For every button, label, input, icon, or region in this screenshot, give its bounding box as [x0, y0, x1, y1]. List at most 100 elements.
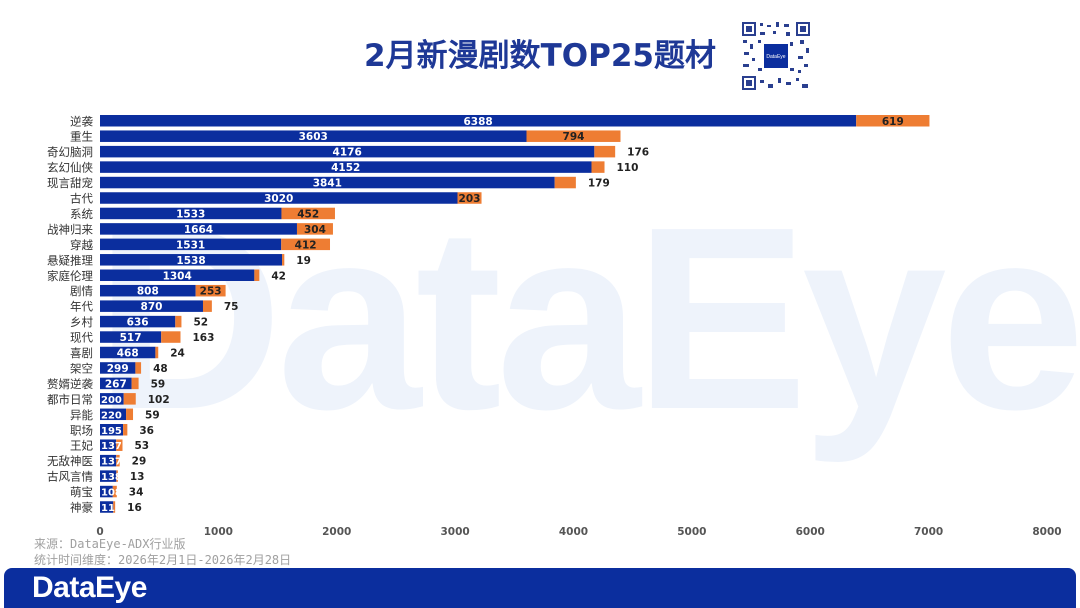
category-label: 奇幻脑洞 [47, 145, 93, 159]
data-label-series-1: 267 [105, 378, 127, 390]
bar-series-1 [100, 192, 458, 204]
bar-series-2 [202, 300, 212, 312]
data-label-series-1: 468 [117, 348, 139, 360]
bar-series-1 [100, 424, 124, 436]
data-label-series-1: 808 [137, 286, 159, 298]
bar-series-2 [856, 115, 930, 127]
bar-series-1 [100, 238, 282, 251]
data-label-series-2: 29 [132, 456, 147, 468]
footer-bar: DataEye [4, 568, 1076, 608]
bar-series-2 [126, 408, 134, 421]
data-label-series-2: 102 [148, 394, 170, 406]
source-note: 来源：DataEye-ADX行业版 统计时间维度：2026年2月1日-2026年… [34, 536, 291, 568]
data-label-series-1: 517 [120, 332, 142, 344]
data-label-series-1: 220 [101, 410, 122, 421]
data-label-series-1: 1304 [163, 270, 192, 282]
category-label: 古风言情 [47, 470, 93, 484]
data-label-series-1: 1664 [184, 224, 213, 236]
category-label: 悬疑推理 [47, 253, 93, 267]
bar-series-2 [131, 377, 139, 390]
data-label-series-1: 112 [101, 503, 122, 514]
bar-series-1 [100, 176, 555, 189]
bar-series-1 [100, 346, 156, 359]
data-label-series-1: 108 [101, 488, 122, 499]
bar-series-2 [113, 501, 116, 513]
data-label-series-2: 59 [145, 409, 160, 421]
bar-series-1 [100, 454, 117, 467]
category-label: 乡村 [70, 315, 93, 329]
category-label: 穿越 [70, 238, 93, 252]
data-label-series-1: 636 [127, 317, 149, 329]
x-tick-label: 3000 [441, 526, 470, 538]
bar-series-1 [100, 377, 132, 390]
data-label-series-2: 412 [295, 239, 317, 251]
bar-series-1 [100, 470, 117, 482]
data-label-series-1: 299 [107, 363, 129, 375]
bar-series-2 [296, 223, 333, 235]
bar-series-1 [100, 269, 255, 281]
data-label-series-2: 34 [129, 487, 144, 499]
data-label-series-2: 19 [296, 255, 311, 267]
category-label: 现言甜宠 [47, 176, 93, 190]
x-tick-label: 5000 [677, 526, 706, 538]
category-label: 年代 [70, 300, 93, 314]
bar-series-1 [100, 130, 527, 142]
data-label-series-2: 36 [139, 425, 154, 437]
bar-series-2 [282, 254, 285, 266]
bar-series-1 [100, 161, 592, 173]
bar-series-2 [116, 439, 123, 451]
stacked-bar-chart: 6388 619 3603 794 4176 176 4152 110 3841 179 3020 2… [47, 114, 1062, 538]
category-label: 王妃 [70, 439, 93, 453]
bar-series-2 [135, 362, 142, 374]
data-label-series-2: 179 [588, 178, 610, 190]
category-label: 异能 [70, 408, 93, 422]
bar-series-2 [116, 470, 118, 482]
bar-series-2 [457, 192, 482, 204]
data-label-series-1: 137 [101, 457, 122, 468]
data-label-series-1: 4176 [333, 147, 362, 159]
bar-series-1 [100, 300, 203, 312]
category-label: 逆袭 [70, 114, 93, 128]
bar-series-1 [100, 223, 297, 235]
data-label-series-1: 4152 [331, 162, 360, 174]
bar-series-2 [116, 454, 120, 467]
bar-series-1 [100, 331, 162, 343]
data-label-series-1: 6388 [463, 116, 492, 128]
bar-series-2 [594, 145, 616, 158]
category-label: 现代 [70, 331, 93, 345]
x-tick-label: 8000 [1032, 526, 1061, 538]
data-label-series-2: 110 [617, 162, 639, 174]
data-label-series-2: 794 [563, 131, 585, 143]
bar-series-2 [281, 207, 335, 220]
footer-logo: DataEye [32, 571, 147, 604]
category-label: 赘婿逆袭 [47, 377, 93, 391]
data-label-series-2: 75 [224, 301, 239, 313]
x-tick-label: 4000 [559, 526, 588, 538]
data-label-series-1: 3603 [299, 131, 328, 143]
category-label: 神豪 [70, 501, 93, 515]
data-label-series-1: 200 [101, 395, 122, 406]
category-label: 架空 [70, 361, 93, 375]
data-label-series-1: 870 [141, 301, 163, 313]
data-label-series-1: 138 [101, 472, 122, 483]
category-label: 家庭伦理 [47, 269, 93, 283]
data-label-series-2: 619 [882, 116, 904, 128]
bars-layer: 6388 619 3603 794 4176 176 4152 110 3841 179 3020 2… [100, 115, 930, 514]
category-label: 古代 [70, 192, 93, 206]
time-range-line: 统计时间维度：2026年2月1日-2026年2月28日 [34, 553, 292, 567]
data-label-series-2: 304 [304, 224, 326, 236]
data-label-series-2: 203 [459, 193, 481, 205]
x-tick-label: 2000 [322, 526, 351, 538]
data-label-series-2: 24 [170, 348, 185, 360]
bar-series-1 [100, 485, 113, 498]
bar-series-2 [112, 485, 117, 498]
bar-series-1 [100, 207, 282, 220]
bar-series-1 [100, 284, 196, 297]
data-label-series-2: 452 [297, 208, 319, 220]
x-axis-ticks: 0 1000 2000 3000 4000 5000 6000 7000 8000 [96, 526, 1061, 538]
bar-series-2 [175, 315, 182, 328]
data-label-series-2: 48 [153, 363, 168, 375]
category-label: 职场 [70, 423, 93, 437]
page-title: 2月新漫剧数TOP25题材 [364, 38, 716, 74]
x-tick-label: 0 [96, 526, 103, 538]
